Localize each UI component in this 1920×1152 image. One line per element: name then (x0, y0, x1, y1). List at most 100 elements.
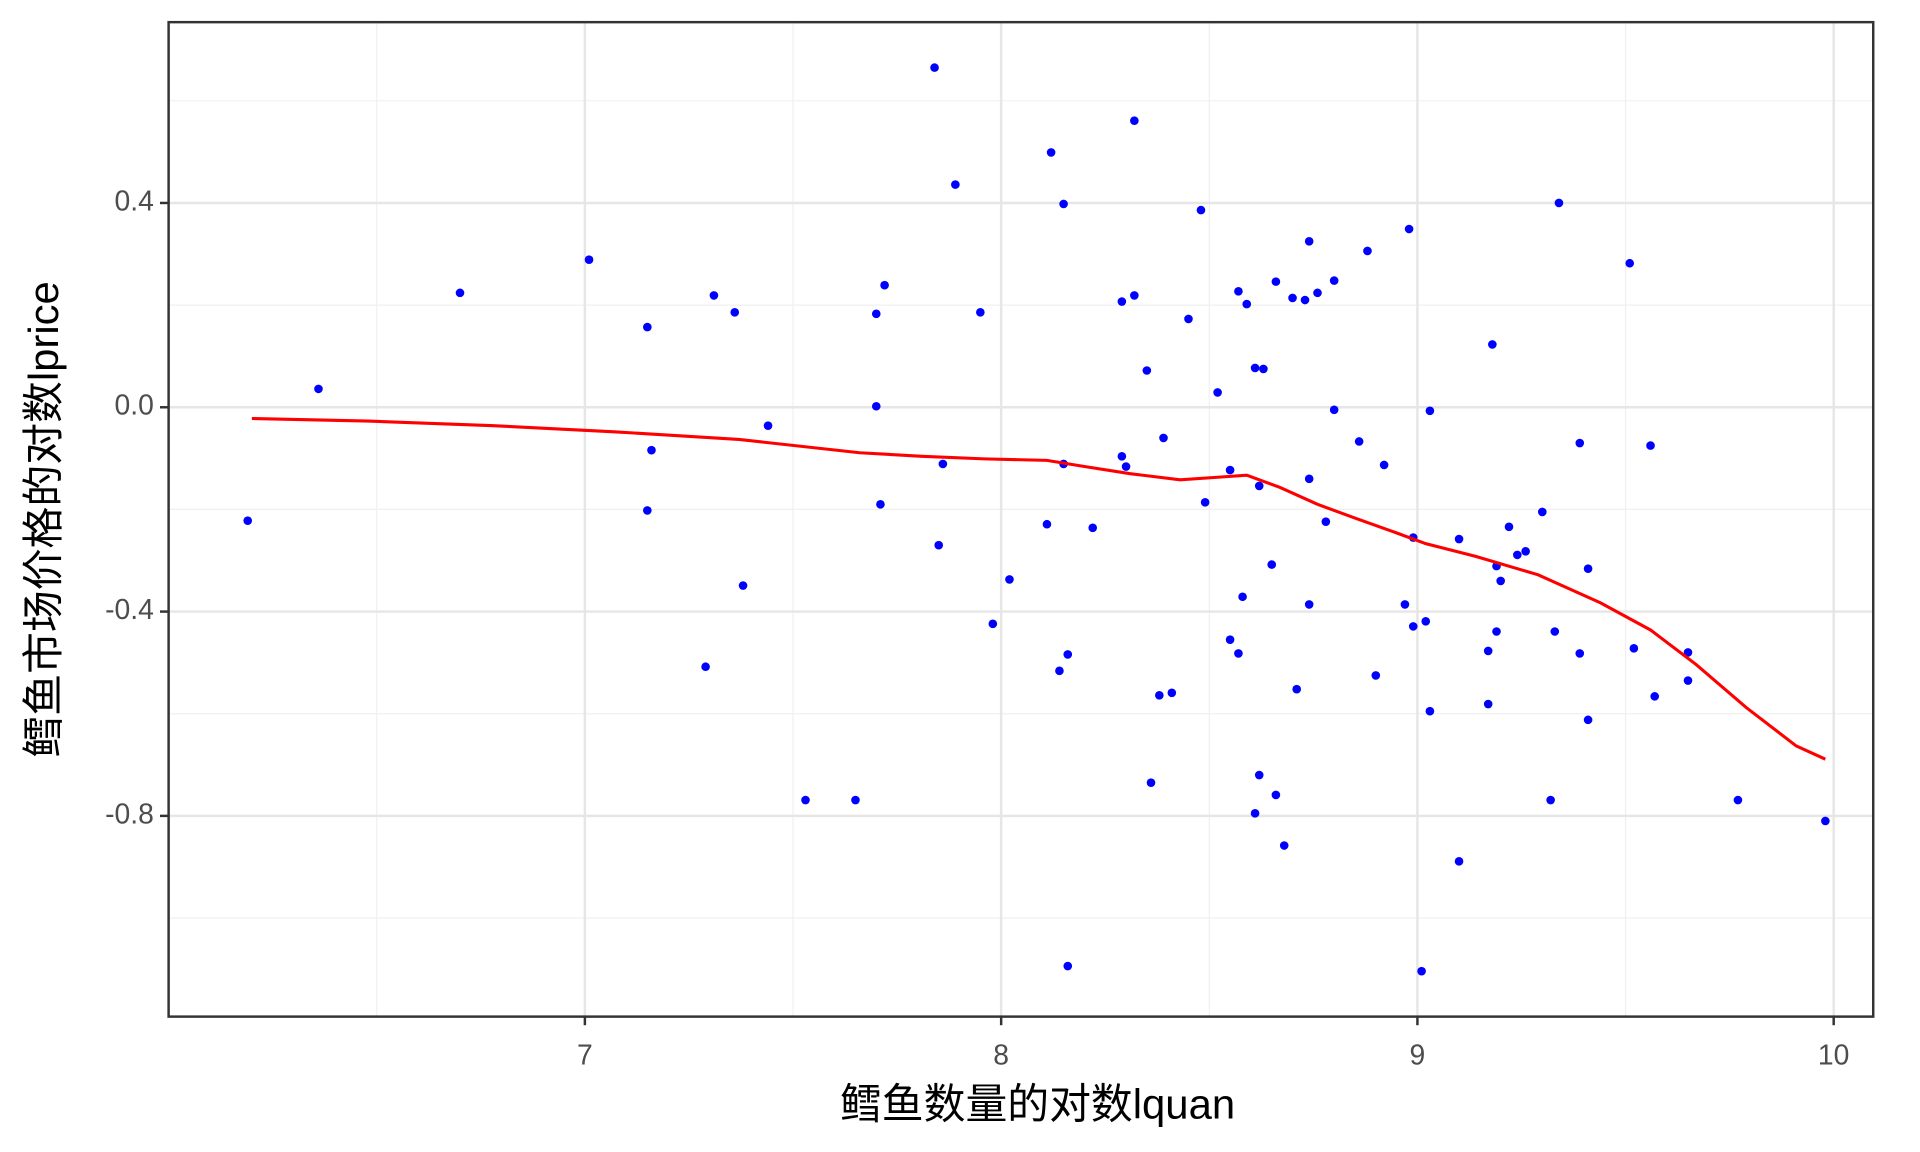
point (1271, 790, 1281, 800)
point (738, 581, 748, 590)
point (934, 540, 944, 550)
point (1250, 363, 1260, 373)
point (1629, 644, 1639, 653)
point (1400, 600, 1410, 609)
point (1005, 575, 1014, 584)
point (988, 619, 998, 629)
point (647, 445, 656, 455)
point (1408, 622, 1418, 631)
point (1292, 684, 1302, 694)
point (1425, 706, 1435, 716)
point (1683, 676, 1693, 685)
point (976, 307, 985, 317)
point (1259, 364, 1268, 374)
point (1200, 497, 1210, 507)
point (930, 63, 939, 72)
x-tick-label: 9 (1410, 1039, 1426, 1071)
point (1646, 441, 1655, 450)
point (1117, 451, 1127, 461)
point (1483, 699, 1493, 709)
point (1238, 592, 1247, 602)
point (1304, 600, 1314, 609)
y-tick-label: 0.4 (115, 184, 154, 216)
point (1254, 481, 1264, 491)
point (1234, 287, 1243, 296)
point (1254, 770, 1264, 780)
point (763, 421, 773, 430)
point (1329, 276, 1339, 285)
point (1321, 517, 1331, 526)
point (643, 506, 652, 515)
x-tick-label: 8 (993, 1039, 1009, 1071)
point (1063, 961, 1073, 971)
point (1683, 648, 1693, 657)
point (1537, 507, 1547, 517)
point (1167, 688, 1177, 698)
point (1521, 546, 1530, 556)
point (1046, 148, 1056, 157)
point (1492, 627, 1501, 636)
point (1279, 841, 1289, 850)
point (1225, 635, 1235, 644)
point (1288, 293, 1297, 303)
point (1055, 666, 1064, 676)
point (938, 459, 948, 469)
x-axis-label: 鳕鱼数量的对数lquan (840, 1081, 1235, 1128)
point (871, 401, 881, 411)
point (1250, 809, 1260, 818)
point (951, 180, 960, 189)
point (1042, 519, 1052, 529)
point (1304, 236, 1314, 246)
point (1575, 438, 1585, 448)
point (1454, 857, 1464, 866)
point (1488, 340, 1497, 349)
point (455, 288, 465, 298)
point (314, 384, 323, 394)
point (1130, 116, 1139, 126)
point (1483, 646, 1493, 656)
point (1421, 616, 1431, 626)
point (1059, 199, 1068, 209)
point (1513, 550, 1522, 560)
point (1225, 465, 1235, 475)
point (709, 291, 719, 300)
point (1454, 534, 1464, 544)
point (1625, 258, 1635, 268)
smooth-line (251, 416, 1826, 761)
point (851, 795, 860, 805)
point (643, 322, 652, 332)
point (1583, 564, 1593, 573)
point (1242, 299, 1252, 309)
point (1267, 560, 1277, 569)
point (876, 500, 885, 509)
point (1063, 650, 1073, 659)
point (880, 280, 889, 290)
point (1546, 795, 1555, 805)
point (1371, 671, 1381, 680)
y-tick-label: 0.0 (115, 389, 154, 421)
point (1496, 576, 1505, 586)
point (1575, 649, 1585, 658)
point (1117, 297, 1127, 306)
point (1425, 406, 1435, 416)
point (1379, 460, 1389, 470)
point (1234, 649, 1243, 658)
x-tick-label: 7 (577, 1039, 593, 1071)
point (871, 309, 881, 319)
point (1354, 437, 1364, 446)
point (1159, 433, 1168, 443)
point (1650, 692, 1659, 701)
point (1304, 474, 1314, 484)
y-tick-label: -0.8 (105, 797, 154, 829)
point (1329, 405, 1339, 415)
point (1300, 295, 1310, 305)
point (801, 795, 810, 805)
plot-border (167, 20, 1875, 1018)
point (1142, 366, 1152, 375)
point (1155, 691, 1164, 700)
point (1184, 314, 1193, 324)
point (1583, 715, 1593, 725)
point (1404, 224, 1414, 234)
point (1821, 816, 1830, 826)
